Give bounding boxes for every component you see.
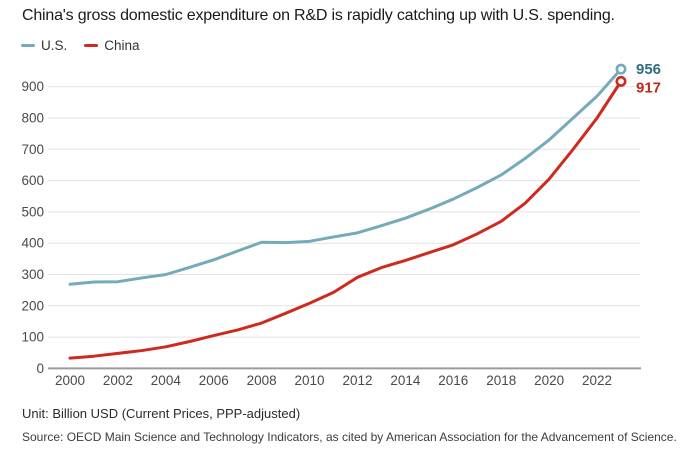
- y-tick-label: 400: [21, 236, 44, 251]
- end-value-label-china: 917: [636, 79, 661, 96]
- x-tick-label: 2014: [390, 373, 421, 388]
- y-tick-label: 700: [21, 142, 44, 157]
- end-value-label-us: 956: [636, 61, 661, 78]
- legend-label-us: U.S.: [41, 38, 68, 53]
- x-tick-label: 2018: [486, 373, 516, 388]
- legend: U.S. China: [21, 38, 140, 53]
- chart-title: China's gross domestic expenditure on R&…: [22, 7, 615, 24]
- series-line-us: [68, 67, 623, 286]
- source-note: Source: OECD Main Science and Technology…: [22, 430, 677, 444]
- x-tick-label: 2020: [534, 373, 564, 388]
- us-line-swatch-icon: [21, 43, 35, 48]
- y-tick-label: 200: [21, 298, 44, 313]
- unit-note: Unit: Billion USD (Current Prices, PPP-a…: [22, 406, 301, 421]
- y-tick-label: 100: [21, 330, 44, 345]
- x-tick-label: 2016: [438, 373, 468, 388]
- x-tick-label: 2010: [295, 373, 325, 388]
- y-tick-label: 600: [21, 173, 44, 188]
- x-tick-label: 2004: [151, 373, 182, 388]
- series-line-china: [68, 79, 623, 360]
- x-tick-label: 2002: [103, 373, 133, 388]
- y-tick-label: 300: [21, 267, 44, 282]
- x-tick-label: 2000: [55, 373, 85, 388]
- x-tick-label: 2022: [582, 373, 612, 388]
- legend-item-us: U.S.: [21, 38, 67, 53]
- y-tick-label: 800: [21, 111, 44, 126]
- x-tick-label: 2008: [247, 373, 277, 388]
- china-line-swatch-icon: [84, 43, 99, 48]
- legend-label-china: China: [104, 38, 140, 53]
- x-tick-label: 2012: [342, 373, 372, 388]
- end-marker-us: [615, 63, 627, 75]
- end-marker-china: [615, 75, 627, 87]
- legend-item-china: China: [84, 38, 140, 53]
- y-tick-label: 500: [21, 204, 44, 219]
- x-tick-label: 2006: [199, 373, 229, 388]
- y-tick-label: 900: [21, 79, 44, 94]
- y-tick-label: 0: [36, 361, 44, 376]
